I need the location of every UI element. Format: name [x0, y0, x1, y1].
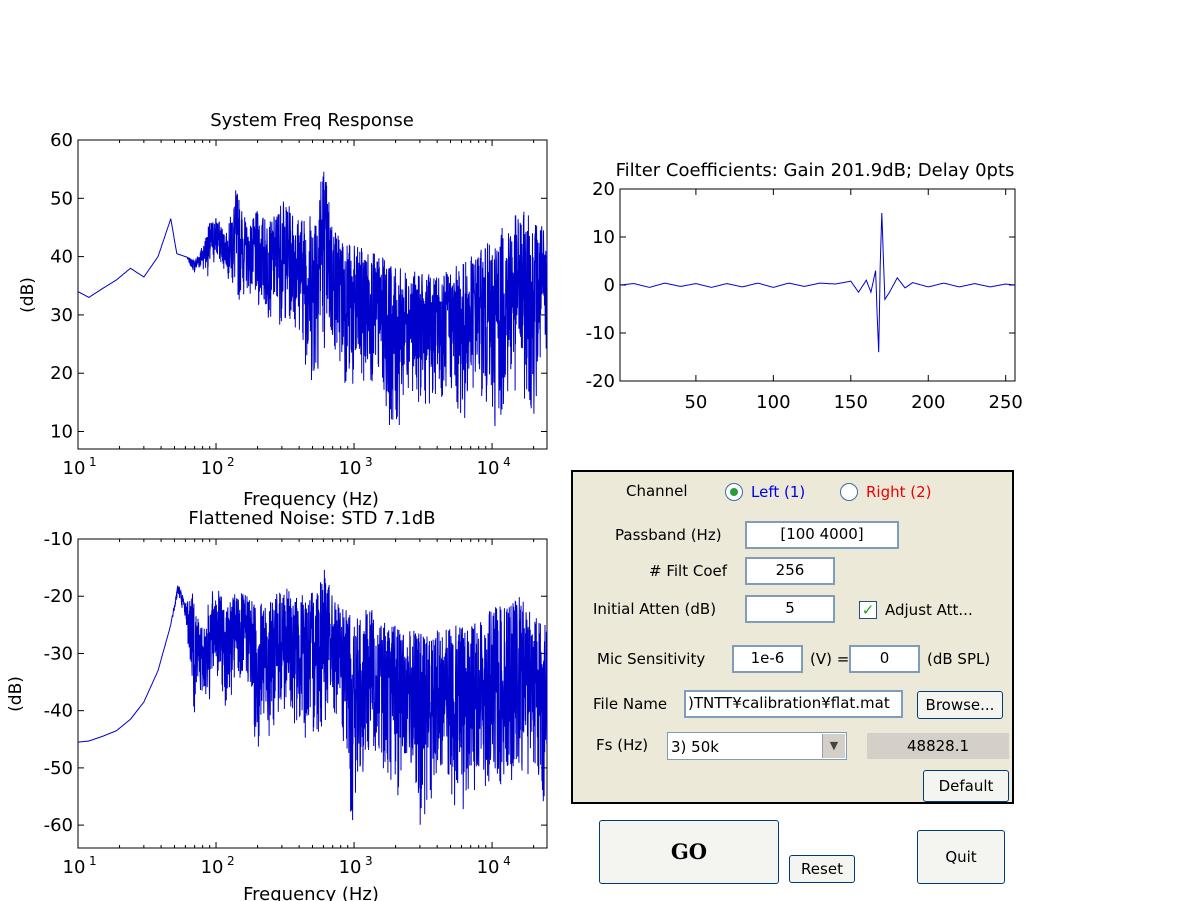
x-tick-exponent: 2 — [227, 455, 235, 469]
x-tick-label: 10 — [477, 857, 500, 878]
fs-select[interactable]: 3) 50k ▼ — [667, 732, 847, 760]
y-tick-label: 50 — [50, 188, 73, 209]
y-tick-label: -20 — [44, 586, 73, 607]
x-tick-label: 250 — [989, 392, 1023, 413]
filt-coef-input[interactable]: 256 — [745, 557, 835, 585]
x-tick-label: 10 — [477, 458, 500, 479]
initial-atten-label: Initial Atten (dB) — [593, 600, 717, 618]
initial-atten-input[interactable]: 5 — [745, 595, 835, 623]
y-tick-label: -50 — [44, 758, 73, 779]
x-tick-label: 10 — [339, 857, 362, 878]
left-channel-label[interactable]: Left (1) — [751, 483, 806, 501]
y-tick-label: 0 — [604, 275, 615, 296]
x-tick-label: 10 — [63, 857, 86, 878]
fs-actual-readout: 48828.1 — [867, 733, 1009, 759]
y-tick-label: 20 — [592, 179, 615, 200]
y-tick-label: 10 — [592, 227, 615, 248]
y-tick-label: -10 — [586, 323, 615, 344]
y-tick-label: -40 — [44, 701, 73, 722]
fs-label: Fs (Hz) — [596, 736, 649, 754]
adjust-att-checkbox[interactable]: ✓ — [859, 601, 877, 619]
mic-sensitivity-label: Mic Sensitivity — [597, 650, 706, 668]
filter-plot-area — [619, 188, 1016, 382]
filter-coefficients-line — [619, 212, 1016, 353]
y-tick-label: -60 — [44, 815, 73, 836]
x-tick-label: 50 — [684, 392, 707, 413]
x-tick-exponent: 1 — [89, 455, 97, 469]
spl-label: (dB SPL) — [927, 650, 991, 668]
default-button[interactable]: Default — [923, 770, 1009, 802]
flattened-chart-xlabel: Frequency (Hz) — [243, 884, 379, 901]
x-tick-label: 10 — [201, 857, 224, 878]
right-channel-radio[interactable] — [840, 483, 858, 501]
system-chart-ylabel: (dB) — [18, 277, 38, 313]
x-tick-exponent: 3 — [365, 854, 373, 868]
flattened-chart-ylabel: (dB) — [6, 676, 26, 712]
mic-sensitivity-input[interactable]: 1e-6 — [732, 645, 803, 673]
y-tick-label: -30 — [44, 643, 73, 664]
passband-label: Passband (Hz) — [615, 526, 722, 544]
flattened-noise-line — [78, 569, 548, 825]
quit-button[interactable]: Quit — [917, 830, 1005, 884]
y-tick-label: -20 — [586, 371, 615, 392]
spl-input[interactable]: 0 — [849, 645, 920, 673]
y-tick-label: 10 — [50, 422, 73, 443]
y-tick-label: -10 — [44, 529, 73, 550]
volts-label: (V) = — [810, 650, 850, 668]
y-tick-label: 20 — [50, 363, 73, 384]
filter-chart-title: Filter Coefficients: Gain 201.9dB; Delay… — [616, 160, 1015, 181]
flattened-noise-chart: Flattened Noise: STD 7.1dB -10 -20 -30 -40 -… — [6, 508, 548, 901]
chevron-down-icon[interactable]: ▼ — [822, 734, 845, 758]
x-tick-label: 150 — [834, 392, 868, 413]
filt-coef-label: # Filt Coef — [649, 562, 728, 580]
reset-button[interactable]: Reset — [789, 855, 855, 883]
y-tick-label: 60 — [50, 130, 73, 151]
file-name-input[interactable]: )TNTT¥calibration¥flat.mat — [684, 690, 903, 718]
y-tick-label: 40 — [50, 247, 73, 268]
browse-button[interactable]: Browse... — [917, 691, 1003, 719]
x-tick-label: 200 — [911, 392, 945, 413]
filter-coefficients-chart: Filter Coefficients: Gain 201.9dB; Delay… — [586, 160, 1023, 413]
left-channel-radio[interactable] — [725, 483, 743, 501]
x-tick-label: 10 — [339, 458, 362, 479]
flattened-chart-title: Flattened Noise: STD 7.1dB — [188, 508, 435, 529]
x-tick-exponent: 3 — [365, 455, 373, 469]
system-chart-xlabel: Frequency (Hz) — [243, 489, 379, 510]
system-response-line — [77, 171, 548, 427]
x-tick-exponent: 4 — [503, 455, 511, 469]
channel-label: Channel — [626, 482, 688, 500]
right-channel-label[interactable]: Right (2) — [866, 483, 932, 501]
radio-selected-dot — [730, 488, 738, 496]
x-tick-exponent: 1 — [89, 854, 97, 868]
x-tick-label: 100 — [756, 392, 790, 413]
settings-panel: Channel Left (1) Right (2) Passband (Hz)… — [571, 470, 1014, 804]
x-tick-label: 10 — [201, 458, 224, 479]
x-tick-label: 10 — [63, 458, 86, 479]
x-tick-exponent: 2 — [227, 854, 235, 868]
fs-select-value: 3) 50k — [671, 738, 719, 756]
adjust-att-label[interactable]: Adjust Att... — [885, 601, 973, 619]
x-tick-exponent: 4 — [503, 854, 511, 868]
passband-input[interactable]: [100 4000] — [745, 521, 899, 549]
file-name-label: File Name — [593, 695, 668, 713]
system-chart-title: System Freq Response — [210, 110, 414, 131]
go-button[interactable]: GO — [599, 820, 779, 884]
y-tick-label: 30 — [50, 305, 73, 326]
